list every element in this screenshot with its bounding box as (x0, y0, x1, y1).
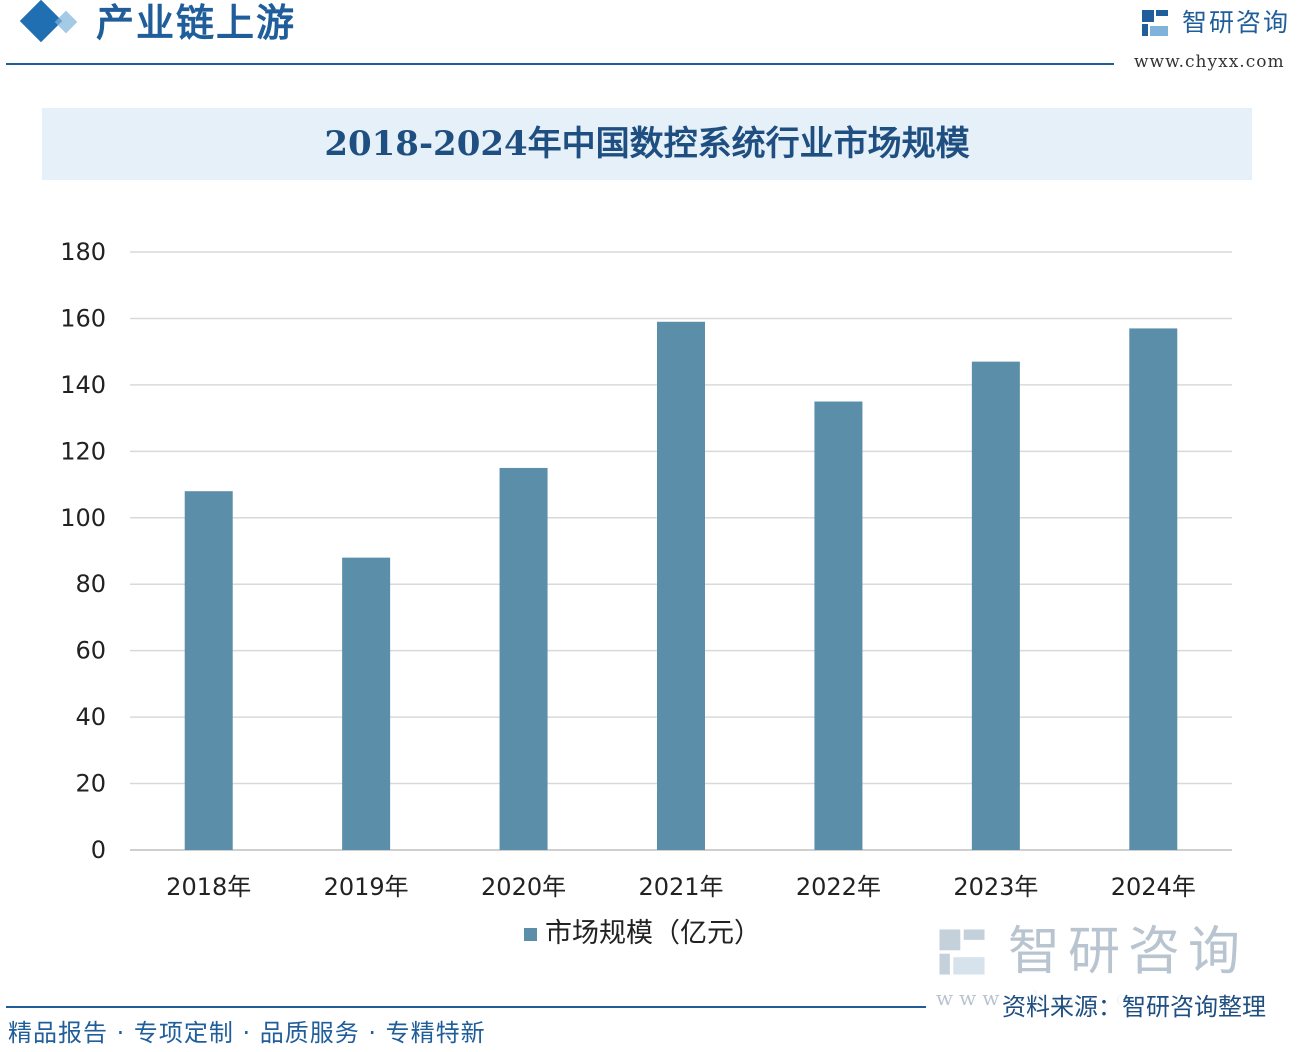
y-tick-label: 80 (75, 570, 106, 598)
footer-tagline: 精品报告 · 专项定制 · 品质服务 · 专精特新 (8, 1019, 486, 1047)
x-tick-label: 2023年 (953, 873, 1038, 901)
y-tick-label: 120 (60, 437, 106, 465)
brand-url: www.chyxx.com (1134, 52, 1285, 72)
bar (971, 361, 1020, 850)
brand-logo-icon (1142, 10, 1168, 36)
bar (657, 321, 705, 850)
y-tick-label: 20 (75, 770, 106, 798)
header-divider (6, 63, 1114, 65)
brand-name: 智研咨询 (1182, 8, 1291, 37)
bar (814, 401, 863, 850)
legend-label: 市场规模（亿元） (545, 918, 761, 949)
x-tick-label: 2020年 (481, 873, 566, 901)
footer-brand-name: 智研咨询 (1008, 922, 1249, 982)
bar (342, 557, 391, 850)
x-tick-label: 2021年 (638, 873, 723, 901)
x-tick-label: 2024年 (1111, 873, 1196, 901)
x-tick-label: 2019年 (324, 873, 409, 901)
y-tick-label: 180 (60, 238, 106, 266)
bar (184, 491, 233, 850)
y-tick-label: 40 (75, 703, 106, 731)
y-tick-label: 60 (75, 637, 106, 665)
y-tick-label: 140 (60, 371, 106, 399)
bar (499, 467, 548, 850)
title-banner (42, 108, 1252, 180)
footer-source: 资料来源：智研咨询整理 (1002, 990, 1266, 1024)
bar (1129, 328, 1178, 850)
legend-swatch (524, 928, 537, 941)
chart-title: 2018-2024年中国数控系统行业市场规模 (324, 124, 970, 164)
y-tick-label: 0 (91, 836, 106, 864)
y-tick-label: 160 (60, 304, 106, 332)
footer-logo-icon (939, 929, 985, 975)
x-tick-label: 2018年 (166, 873, 251, 901)
x-tick-label: 2022年 (796, 873, 881, 901)
footer-divider (6, 1006, 926, 1008)
y-tick-label: 100 (60, 504, 106, 532)
section-title: 产业链上游 (96, 0, 297, 45)
